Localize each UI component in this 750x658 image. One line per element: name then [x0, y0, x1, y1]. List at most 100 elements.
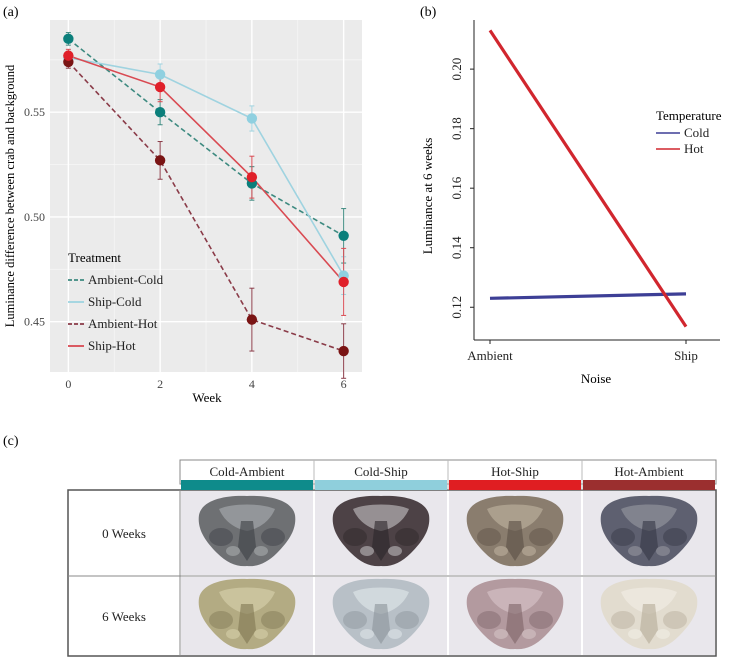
- crab-highlight: [353, 504, 409, 531]
- crab-center-marking: [372, 521, 390, 561]
- data-point-ambient-hot: [246, 314, 258, 325]
- legend-label-ship-cold: Ship-Cold: [88, 294, 142, 309]
- column-color-bar-hot-ship: [449, 480, 581, 490]
- x-tick-label-b: Ambient: [467, 348, 513, 363]
- crab-photo-hot-ambient-0w: [600, 495, 698, 567]
- y-tick-labels-b: 0.12 0.14 0.16 0.18 0.20: [449, 58, 474, 319]
- column-color-bar-hot-ambient: [583, 480, 715, 490]
- legend-title-b: Temperature: [656, 108, 722, 123]
- crab-highlight: [353, 587, 409, 614]
- crab-spot: [494, 546, 508, 556]
- crab-spot: [254, 629, 268, 639]
- crab-photo-cold-ship-6w: [332, 578, 430, 650]
- crab-right-marking: [395, 528, 419, 546]
- data-point-ship-hot: [63, 50, 74, 61]
- crab-spot: [656, 546, 670, 556]
- crab-photo-hot-ship-0w: [466, 495, 564, 567]
- y-tick-label-b: 0.16: [449, 176, 464, 199]
- legend-title-a: Treatment: [68, 250, 121, 265]
- crab-spot: [522, 546, 536, 556]
- crab-center-marking: [640, 604, 658, 644]
- series-line-ship-cold: [68, 56, 345, 277]
- column-header-hot-ship: Hot-Ship: [491, 464, 539, 479]
- crab-spot: [226, 546, 240, 556]
- x-tick-label-a: 6: [341, 377, 347, 391]
- crab-right-marking: [395, 611, 419, 629]
- x-tick-label-a: 4: [249, 377, 255, 391]
- crab-left-marking: [343, 528, 367, 546]
- crab-photo-hot-ambient-6w: [600, 578, 698, 650]
- data-point-ship-cold: [154, 69, 166, 80]
- crab-right-marking: [529, 611, 553, 629]
- crab-left-marking: [209, 528, 233, 546]
- crab-left-marking: [611, 611, 635, 629]
- data-point-ship-cold: [246, 113, 258, 124]
- y-tick-label-a: 0.50: [24, 210, 45, 224]
- y-tick-label-a: 0.55: [24, 105, 45, 119]
- crab-left-marking: [477, 611, 501, 629]
- crab-highlight: [219, 504, 275, 531]
- crab-center-marking: [640, 521, 658, 561]
- crab-right-marking: [663, 611, 687, 629]
- y-tick-labels-a: 0.45 0.50 0.55: [24, 105, 45, 329]
- crab-highlight: [487, 504, 543, 531]
- y-tick-label-b: 0.18: [449, 117, 464, 140]
- crab-right-marking: [261, 528, 285, 546]
- crab-center-marking: [506, 521, 524, 561]
- panel-label-b: (b): [420, 5, 437, 20]
- crab-center-marking: [372, 604, 390, 644]
- crab-center-marking: [238, 604, 256, 644]
- crab-spot: [628, 629, 642, 639]
- panel-c-photo-grid: (c) Cold-Ambient Cold-Ship Hot-Ship Hot-Amb…: [3, 434, 717, 657]
- series-layer-a: [63, 32, 349, 379]
- y-tick-label-a: 0.45: [24, 315, 45, 329]
- x-tick-label-b: Ship: [674, 348, 698, 363]
- series-line-cold: [489, 292, 687, 300]
- x-tick-labels-a: 0 2 4 6: [65, 377, 346, 391]
- crab-spot: [494, 629, 508, 639]
- crab-photo-hot-ship-6w: [466, 578, 564, 650]
- data-point-ship-hot: [154, 81, 166, 93]
- y-tick-label-b: 0.14: [449, 236, 464, 259]
- legend-a: Treatment Ambient-Cold Ship-Cold Ambient-H…: [68, 250, 164, 353]
- series-line-ambient-hot: [67, 61, 344, 352]
- x-tick-label-a: 2: [157, 377, 163, 391]
- x-tick-labels-b: Ambient Ship: [467, 340, 698, 363]
- legend-label-ambient-cold: Ambient-Cold: [88, 272, 164, 287]
- legend-label-ambient-hot: Ambient-Hot: [88, 316, 158, 331]
- column-headers: Cold-Ambient Cold-Ship Hot-Ship Hot-Ambient: [181, 460, 715, 490]
- crab-spot: [388, 629, 402, 639]
- photo-rows: 0 Weeks 6 Weeks: [102, 491, 715, 655]
- legend-label-hot: Hot: [684, 141, 704, 156]
- crab-left-marking: [611, 528, 635, 546]
- legend-label-cold: Cold: [684, 125, 710, 140]
- crab-right-marking: [663, 528, 687, 546]
- column-header-cold-ambient: Cold-Ambient: [209, 464, 284, 479]
- legend-label-ship-hot: Ship-Hot: [88, 338, 136, 353]
- crab-left-marking: [209, 611, 233, 629]
- crab-photo-cold-ambient-6w: [198, 578, 296, 650]
- panel-label-a: (a): [3, 5, 19, 20]
- series-line-hot: [488, 29, 688, 328]
- column-header-cold-ship: Cold-Ship: [354, 464, 407, 479]
- crab-center-marking: [506, 604, 524, 644]
- crab-spot: [226, 629, 240, 639]
- y-axis-label-b: Luminance at 6 weeks: [420, 138, 435, 255]
- data-point-ambient-cold: [338, 230, 349, 242]
- crab-spot: [360, 546, 374, 556]
- x-axis-label-b: Noise: [581, 371, 612, 386]
- data-point-ambient-hot: [338, 345, 349, 357]
- x-tick-label-a: 0: [65, 377, 71, 391]
- crab-spot: [254, 546, 268, 556]
- crab-highlight: [621, 504, 677, 531]
- crab-spot: [656, 629, 670, 639]
- crab-spot: [628, 546, 642, 556]
- crab-right-marking: [261, 611, 285, 629]
- column-color-bar-cold-ambient: [181, 480, 313, 490]
- grid-a: [50, 20, 362, 372]
- crab-photo-cold-ship-0w: [332, 495, 430, 567]
- crab-highlight: [487, 587, 543, 614]
- column-color-bar-cold-ship: [315, 480, 447, 490]
